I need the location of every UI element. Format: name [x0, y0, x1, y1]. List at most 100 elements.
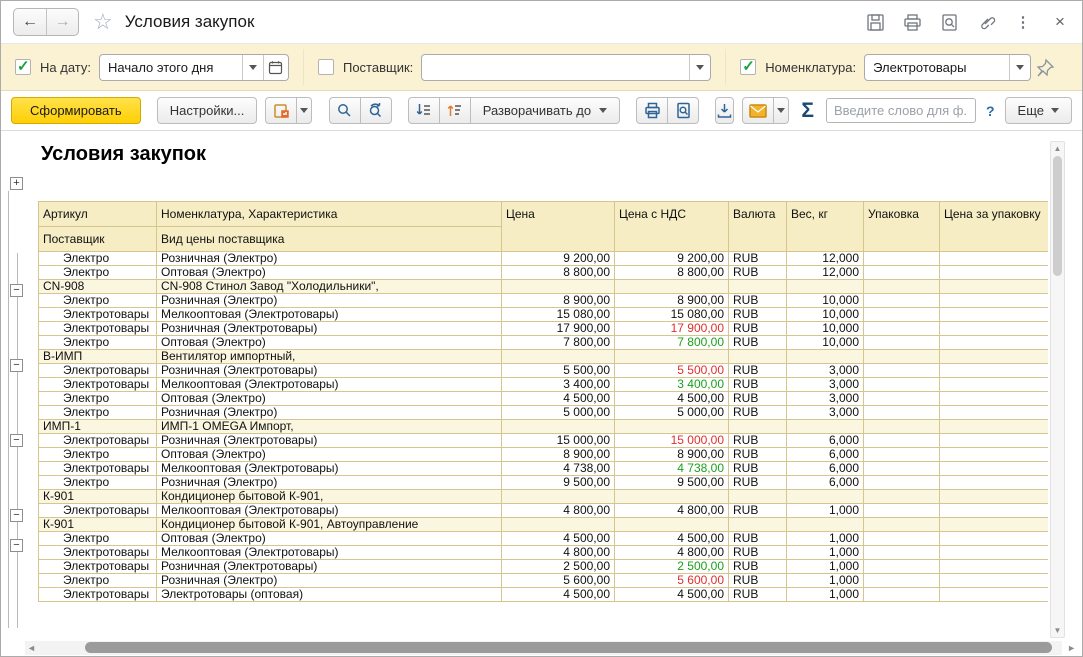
- scroll-right-icon[interactable]: ►: [1067, 643, 1076, 653]
- scroll-up-icon[interactable]: ▲: [1051, 144, 1064, 153]
- date-calendar-button[interactable]: [263, 55, 288, 80]
- table-row[interactable]: ЭлектротоварыМелкооптовая (Электротовары…: [39, 308, 1049, 322]
- tree-gutter-cell: [1, 343, 38, 358]
- supplier-filter-value[interactable]: [422, 55, 689, 80]
- table-row[interactable]: ЭлектротоварыРозничная (Электротовары)2 …: [39, 560, 1049, 574]
- table-row[interactable]: ЭлектротоварыЭлектротовары (оптовая)4 50…: [39, 588, 1049, 602]
- scroll-left-icon[interactable]: ◄: [27, 643, 36, 653]
- find-button[interactable]: [329, 97, 361, 124]
- nomenclature-filter-value[interactable]: Электротовары: [865, 55, 1009, 80]
- supplier-filter-checkbox[interactable]: [318, 59, 334, 75]
- date-filter-label: На дату:: [40, 60, 91, 75]
- chevron-down-icon: [696, 65, 704, 70]
- table-row[interactable]: ЭлектротоварыМелкооптовая (Электротовары…: [39, 378, 1049, 392]
- tree-gutter-cell: [1, 553, 38, 568]
- tree-gutter-cell: [1, 268, 38, 283]
- totals-sigma-button[interactable]: Σ: [801, 99, 814, 123]
- collapse-groups-button[interactable]: [408, 97, 440, 124]
- col-header-supplier[interactable]: Поставщик: [39, 227, 157, 252]
- col-header-price-per-package[interactable]: Цена за упаковку: [940, 202, 1049, 252]
- horizontal-scroll-thumb[interactable]: [85, 642, 1052, 653]
- expand-groups-button[interactable]: [439, 97, 471, 124]
- horizontal-scrollbar[interactable]: ◄ ►: [25, 641, 1062, 655]
- pin-settings-button[interactable]: [1034, 57, 1056, 79]
- table-row[interactable]: ЭлектротоварыМелкооптовая (Электротовары…: [39, 546, 1049, 560]
- table-row[interactable]: ЭлектроРозничная (Электро)9 200,009 200,…: [39, 252, 1049, 266]
- more-menu-button[interactable]: ⋮: [1013, 12, 1033, 32]
- table-row[interactable]: ЭлектроРозничная (Электро)8 900,008 900,…: [39, 294, 1049, 308]
- col-header-articul[interactable]: Артикул: [39, 202, 157, 227]
- save-report-button[interactable]: [715, 97, 734, 124]
- tree-gutter-cell: −: [1, 433, 38, 448]
- preview-report-button[interactable]: [667, 97, 699, 124]
- report-title: Условия закупок: [41, 143, 206, 166]
- get-link-button[interactable]: [976, 12, 996, 32]
- table-row[interactable]: ЭлектроОптовая (Электро)4 500,004 500,00…: [39, 532, 1049, 546]
- col-header-nomenclature[interactable]: Номенклатура, Характеристика: [157, 202, 502, 227]
- group-row[interactable]: К-901Кондиционер бытовой К-901,: [39, 490, 1049, 504]
- table-row[interactable]: ЭлектроРозничная (Электро)9 500,009 500,…: [39, 476, 1049, 490]
- table-row[interactable]: ЭлектроРозничная (Электро)5 600,005 600,…: [39, 574, 1049, 588]
- collapse-group-button[interactable]: −: [10, 539, 23, 552]
- chevron-down-icon: [599, 108, 607, 113]
- back-button[interactable]: ←: [14, 9, 46, 35]
- col-header-price[interactable]: Цена: [502, 202, 615, 252]
- group-row[interactable]: К-901Кондиционер бытовой К-901, Автоупра…: [39, 518, 1049, 532]
- expand-report-button[interactable]: +: [10, 177, 23, 190]
- group-row[interactable]: CN-908CN-908 Стинол Завод "Холодильники"…: [39, 280, 1049, 294]
- supplier-dropdown-button[interactable]: [689, 55, 710, 80]
- table-row[interactable]: ЭлектроРозничная (Электро)5 000,005 000,…: [39, 406, 1049, 420]
- col-header-weight[interactable]: Вес, кг: [787, 202, 864, 252]
- generate-button[interactable]: Сформировать: [11, 97, 141, 124]
- tree-gutter-cell: [1, 313, 38, 328]
- col-header-package[interactable]: Упаковка: [864, 202, 940, 252]
- print-button[interactable]: [902, 12, 922, 32]
- forward-button[interactable]: →: [46, 9, 78, 35]
- table-row[interactable]: ЭлектротоварыРозничная (Электротовары)15…: [39, 434, 1049, 448]
- link-icon: [977, 13, 996, 32]
- vertical-scrollbar[interactable]: ▲ ▼: [1050, 141, 1065, 638]
- settings-button[interactable]: Настройки...: [157, 97, 258, 124]
- vertical-scroll-thumb[interactable]: [1053, 156, 1062, 276]
- collapse-group-button[interactable]: −: [10, 359, 23, 372]
- print-report-button[interactable]: [636, 97, 668, 124]
- table-row[interactable]: ЭлектротоварыРозничная (Электротовары)5 …: [39, 364, 1049, 378]
- table-row[interactable]: ЭлектротоварыМелкооптовая (Электротовары…: [39, 462, 1049, 476]
- more-actions-button[interactable]: Еще: [1005, 97, 1072, 124]
- close-button[interactable]: ×: [1050, 12, 1070, 32]
- col-header-currency[interactable]: Валюта: [729, 202, 787, 252]
- nomenclature-filter-label: Номенклатура:: [765, 60, 856, 75]
- favorite-star-icon[interactable]: ☆: [93, 11, 113, 33]
- group-row[interactable]: В-ИМПВентилятор импортный,: [39, 350, 1049, 364]
- table-row[interactable]: ЭлектроОптовая (Электро)8 800,008 800,00…: [39, 266, 1049, 280]
- table-row[interactable]: ЭлектротоварыРозничная (Электротовары)17…: [39, 322, 1049, 336]
- collapse-group-button[interactable]: −: [10, 434, 23, 447]
- col-header-price-kind[interactable]: Вид цены поставщика: [157, 227, 502, 252]
- table-row[interactable]: ЭлектроОптовая (Электро)7 800,007 800,00…: [39, 336, 1049, 350]
- table-row[interactable]: ЭлектроОптовая (Электро)8 900,008 900,00…: [39, 448, 1049, 462]
- nomenclature-filter-checkbox[interactable]: [740, 59, 756, 75]
- table-row[interactable]: ЭлектротоварыМелкооптовая (Электротовары…: [39, 504, 1049, 518]
- nomenclature-dropdown-button[interactable]: [1009, 55, 1030, 80]
- send-email-button[interactable]: [742, 97, 774, 124]
- scroll-down-icon[interactable]: ▼: [1051, 626, 1064, 635]
- quick-search-input[interactable]: [826, 98, 976, 123]
- print-preview-button[interactable]: [939, 12, 959, 32]
- date-filter-value[interactable]: Начало этого дня: [100, 55, 242, 80]
- report-variants-button[interactable]: [265, 97, 297, 124]
- save-button[interactable]: [865, 12, 885, 32]
- col-header-price-vat[interactable]: Цена с НДС: [615, 202, 729, 252]
- group-row[interactable]: ИМП-1ИМП-1 OMEGA Импорт,: [39, 420, 1049, 434]
- collapse-group-button[interactable]: −: [10, 284, 23, 297]
- date-filter-checkbox[interactable]: [15, 59, 31, 75]
- expand-to-button[interactable]: Разворачивать до: [470, 97, 620, 124]
- collapse-group-button[interactable]: −: [10, 509, 23, 522]
- help-button[interactable]: ?: [986, 103, 995, 119]
- send-email-dropdown[interactable]: [773, 97, 789, 124]
- report-variants-dropdown[interactable]: [296, 97, 312, 124]
- tree-gutter-cell: [1, 388, 38, 403]
- table-row[interactable]: ЭлектроОптовая (Электро)4 500,004 500,00…: [39, 392, 1049, 406]
- find-next-button[interactable]: [360, 97, 392, 124]
- date-dropdown-button[interactable]: [242, 55, 263, 80]
- tree-gutter-cell: −: [1, 508, 38, 523]
